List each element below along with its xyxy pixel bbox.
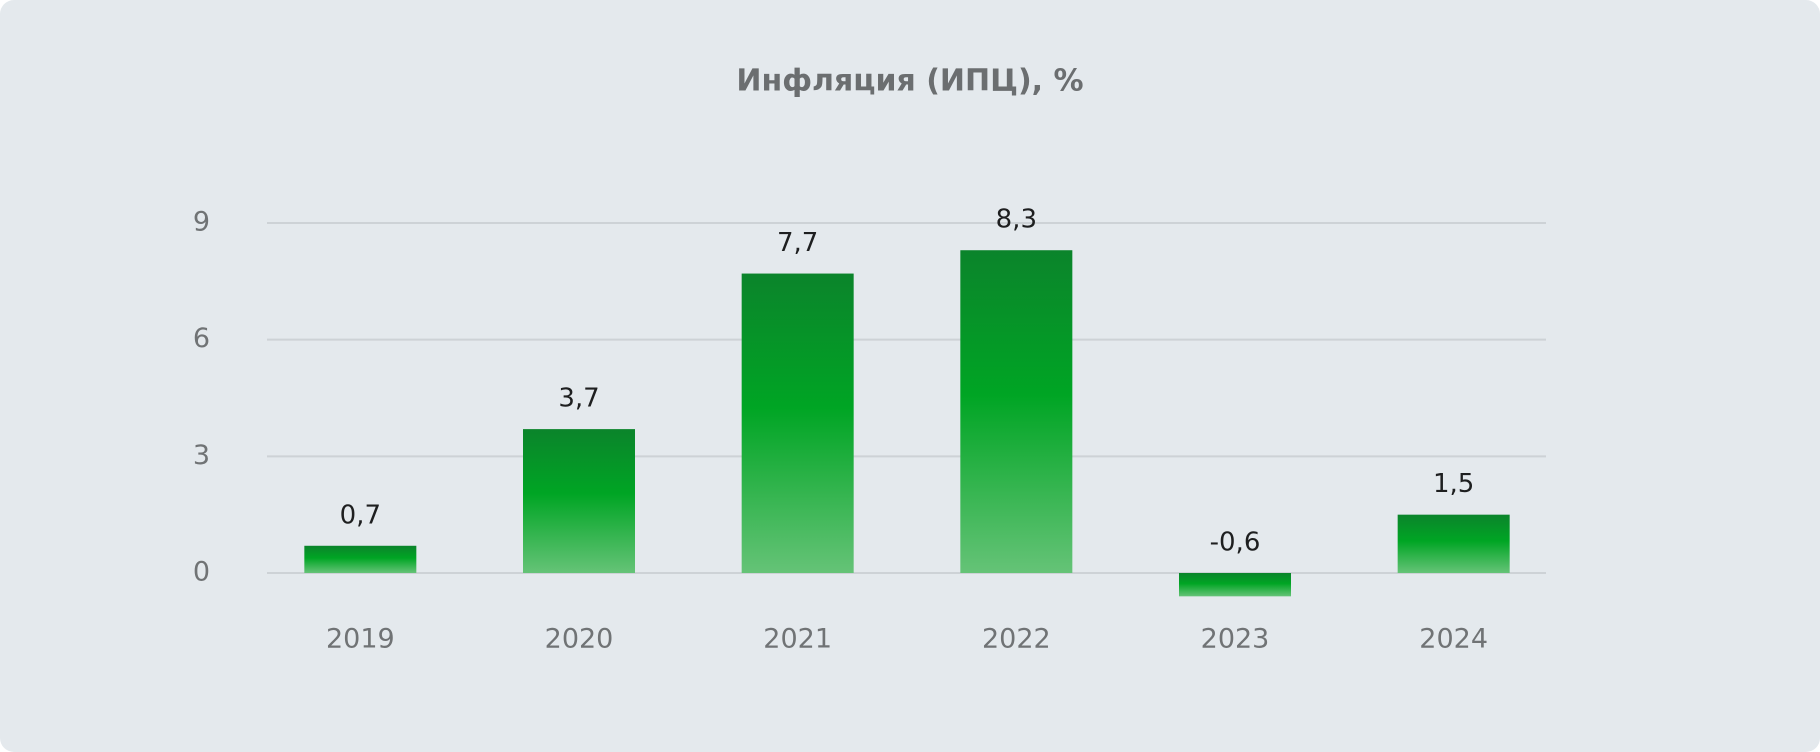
value-label: 8,3 <box>996 205 1037 235</box>
value-label: 3,7 <box>558 384 599 414</box>
x-tick-label: 2023 <box>1201 624 1270 655</box>
y-tick-label: 9 <box>193 207 210 238</box>
x-tick-label: 2021 <box>763 624 832 655</box>
value-label: -0,6 <box>1210 528 1261 558</box>
bar <box>523 429 635 573</box>
y-tick-label: 3 <box>193 440 210 471</box>
y-tick-label: 0 <box>193 557 210 588</box>
value-label: 7,7 <box>777 228 818 258</box>
x-tick-label: 2024 <box>1419 624 1488 655</box>
bar <box>1179 573 1291 597</box>
x-tick-label: 2019 <box>326 624 395 655</box>
bar <box>960 250 1073 573</box>
value-label: 1,5 <box>1433 469 1474 499</box>
value-label: 0,7 <box>340 500 381 530</box>
y-tick-label: 6 <box>193 323 210 354</box>
bar <box>304 545 417 573</box>
bar <box>741 273 854 573</box>
bar <box>1397 514 1510 573</box>
x-tick-label: 2020 <box>545 624 614 655</box>
x-tick-label: 2022 <box>982 624 1051 655</box>
chart-title: Инфляция (ИПЦ), % <box>736 64 1083 99</box>
